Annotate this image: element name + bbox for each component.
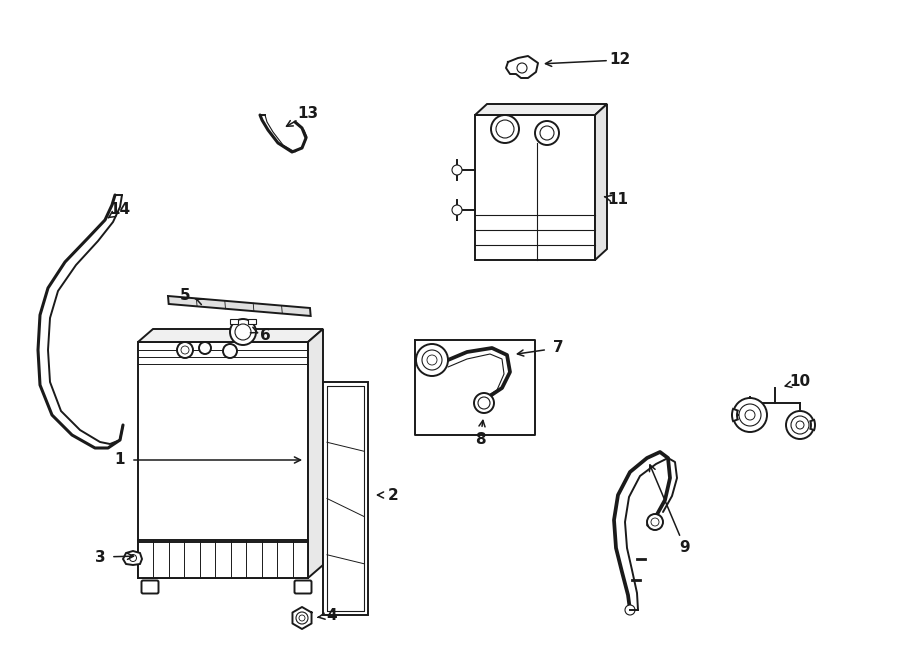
Circle shape [535,121,559,145]
Bar [138,540,308,578]
Bar [138,342,308,578]
Bar [230,319,238,324]
Circle shape [496,120,514,138]
Circle shape [299,615,305,621]
Text: 8: 8 [474,432,485,447]
Text: 2: 2 [388,488,399,502]
Circle shape [452,165,462,175]
Circle shape [223,344,237,358]
Circle shape [130,555,137,561]
Text: 14: 14 [110,202,130,217]
Bar [323,382,368,615]
Circle shape [199,342,211,354]
Circle shape [491,115,519,143]
Circle shape [540,126,554,140]
Circle shape [181,346,189,354]
Wedge shape [810,420,815,430]
Circle shape [517,63,527,73]
Text: 11: 11 [608,192,628,208]
Circle shape [296,612,308,624]
Circle shape [474,393,494,413]
Text: 12: 12 [609,52,631,67]
Polygon shape [138,329,323,342]
Bar [327,386,364,611]
Text: 3: 3 [94,549,105,564]
Text: 6: 6 [259,329,270,344]
Circle shape [230,319,256,345]
Wedge shape [732,409,738,421]
Polygon shape [595,104,607,260]
Polygon shape [123,551,142,565]
Circle shape [647,514,663,530]
Circle shape [625,605,635,615]
Polygon shape [308,329,323,578]
Circle shape [651,518,659,526]
Circle shape [733,398,767,432]
Circle shape [791,416,809,434]
Text: 9: 9 [680,541,690,555]
Circle shape [786,411,814,439]
Circle shape [235,324,251,340]
FancyBboxPatch shape [294,580,311,594]
Circle shape [745,410,755,420]
Polygon shape [168,296,310,316]
FancyBboxPatch shape [141,580,158,594]
Bar [475,115,595,260]
Text: 13: 13 [297,106,319,122]
Circle shape [796,421,804,429]
Circle shape [416,344,448,376]
Text: 7: 7 [553,340,563,356]
Text: 1: 1 [115,453,125,467]
Text: 4: 4 [327,607,338,623]
Circle shape [478,397,490,409]
Polygon shape [475,104,607,115]
Circle shape [177,342,193,358]
Bar [248,319,256,324]
Circle shape [739,404,761,426]
Text: 5: 5 [180,288,190,303]
Circle shape [452,205,462,215]
Text: 10: 10 [789,375,811,389]
Circle shape [422,350,442,370]
Circle shape [427,355,437,365]
